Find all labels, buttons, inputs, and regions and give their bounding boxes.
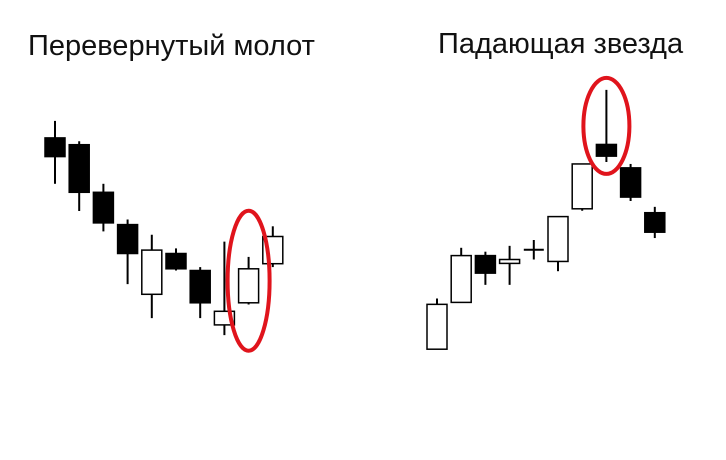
- candle-body: [450, 254, 472, 304]
- chart-title-shooting-star: Падающая звезда: [438, 28, 684, 60]
- highlight-oval: [225, 208, 272, 353]
- candle-body: [141, 249, 163, 296]
- candle: [92, 183, 115, 232]
- candle-body: [68, 143, 90, 194]
- candle-body: [92, 191, 115, 224]
- candle-body: [619, 167, 642, 198]
- candle: [498, 245, 521, 285]
- candle-body: [547, 215, 569, 263]
- candle: [523, 240, 544, 260]
- candle: [450, 247, 472, 304]
- candle: [644, 206, 666, 239]
- candle: [619, 163, 642, 201]
- candle-body: [165, 252, 187, 270]
- candle: [116, 219, 139, 285]
- shooting-star-chart: [426, 75, 666, 350]
- candle-body: [474, 254, 497, 274]
- candle: [571, 163, 593, 211]
- candle: [595, 89, 618, 162]
- candle: [68, 141, 90, 211]
- candle: [237, 256, 260, 305]
- candle-body: [237, 268, 260, 304]
- candle: [141, 234, 163, 319]
- candle: [547, 215, 569, 272]
- candle-body: [571, 163, 593, 210]
- candle-body: [644, 211, 666, 233]
- candle: [189, 267, 211, 319]
- candle-body: [44, 137, 66, 158]
- candle-body: [116, 223, 139, 255]
- candle: [474, 251, 497, 285]
- candle-body: [189, 269, 211, 304]
- highlight-oval: [581, 75, 632, 176]
- candle-body: [426, 303, 448, 350]
- candle: [165, 248, 187, 271]
- candle: [44, 120, 66, 184]
- candle-body: [498, 258, 521, 265]
- chart-title-inverted-hammer: Перевернутый молот: [28, 30, 315, 62]
- inverted-hammer-chart: [44, 120, 284, 353]
- candle-body: [595, 143, 618, 157]
- candle: [426, 298, 448, 350]
